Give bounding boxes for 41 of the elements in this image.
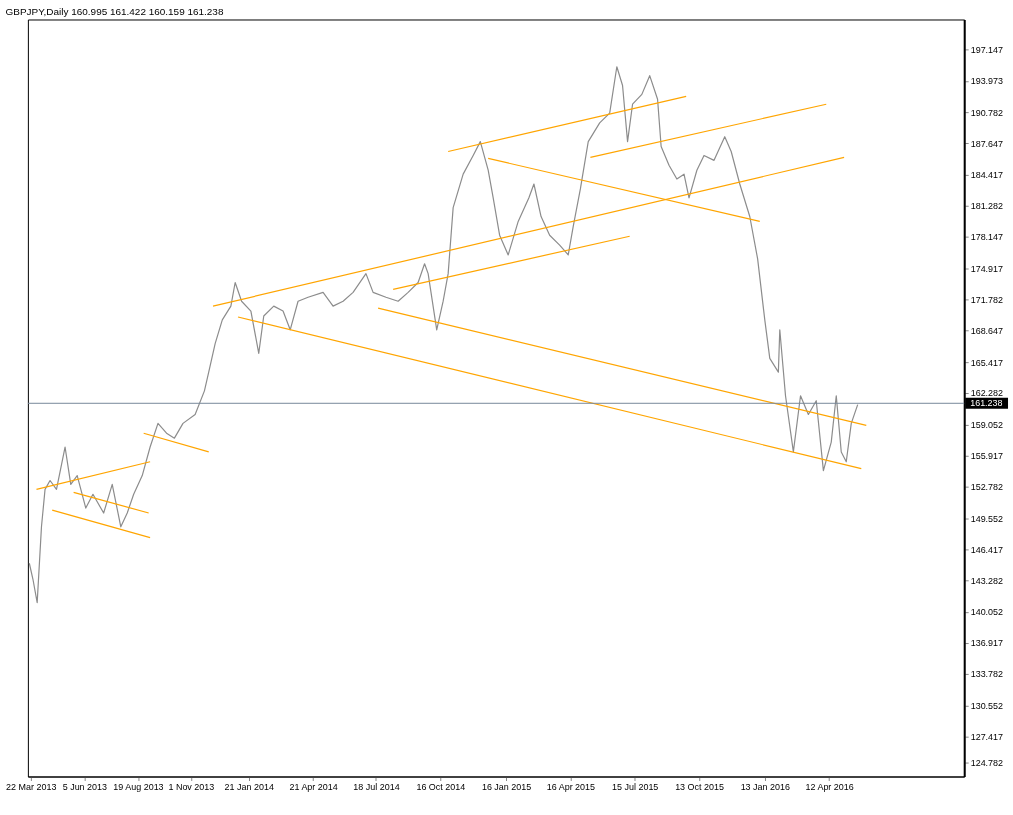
x-tick-label: 16 Jan 2015 [481, 781, 532, 792]
y-tick-label: 152.782 [970, 482, 1004, 493]
y-tick-label: 136.917 [970, 638, 1004, 649]
x-tick-label: 15 Jul 2015 [612, 781, 659, 792]
x-tick-label: 22 Mar 2013 [6, 781, 57, 792]
x-tick-label: 1 Nov 2013 [168, 781, 215, 792]
y-tick-label: 124.782 [970, 757, 1004, 768]
y-tick-label: 190.782 [970, 107, 1004, 118]
y-tick-label: 155.917 [970, 451, 1004, 462]
chart-title: GBPJPY,Daily 160.995 161.422 160.159 161.238 [5, 5, 224, 17]
x-tick-label: 21 Jan 2014 [224, 781, 274, 792]
x-tick-label: 16 Apr 2015 [546, 781, 596, 792]
x-tick-label: 19 Aug 2013 [113, 781, 164, 792]
x-tick-label: 16 Oct 2014 [416, 781, 466, 792]
y-tick-label: 168.647 [970, 325, 1004, 336]
y-tick-label: 127.417 [970, 731, 1004, 742]
y-tick-label: 187.647 [970, 138, 1004, 149]
y-tick-label: 165.417 [970, 357, 1004, 368]
line-series [28, 66, 859, 604]
y-tick-label: 133.782 [970, 669, 1004, 680]
x-tick-label: 13 Oct 2015 [675, 781, 724, 792]
ref-line-label: 161.238 [970, 398, 1003, 409]
y-tick-label: 146.417 [970, 544, 1004, 555]
y-tick-label: 130.552 [970, 701, 1004, 712]
y-tick-label: 174.917 [970, 264, 1004, 275]
y-tick-label: 181.282 [970, 201, 1004, 212]
x-tick-label: 18 Jul 2014 [353, 781, 400, 792]
x-tick-label: 12 Apr 2016 [805, 781, 854, 792]
x-tick-label: 21 Apr 2014 [289, 781, 338, 792]
y-tick-label: 149.552 [970, 513, 1004, 524]
y-tick-label: 197.147 [970, 45, 1004, 56]
y-tick-label: 193.973 [970, 76, 1004, 87]
y-tick-label: 171.782 [970, 294, 1004, 305]
y-tick-label: 143.282 [970, 575, 1004, 586]
x-tick-label: 5 Jun 2013 [62, 781, 108, 792]
y-tick-label: 162.282 [970, 388, 1004, 399]
y-tick-label: 184.417 [970, 170, 1004, 181]
y-tick-label: 140.052 [970, 607, 1004, 618]
y-tick-label: 178.147 [970, 232, 1004, 243]
x-tick-label: 13 Jan 2016 [740, 781, 790, 792]
y-tick-label: 159.052 [970, 420, 1004, 431]
